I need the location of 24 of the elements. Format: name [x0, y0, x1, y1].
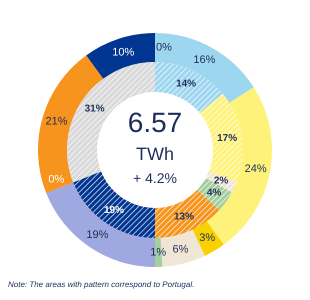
- data-label: 4%: [206, 187, 222, 198]
- data-label: 31%: [84, 103, 105, 114]
- text: 0%: [156, 42, 172, 54]
- text: TWh: [136, 144, 174, 164]
- text: Note: The areas with pattern correspond to Portugal.: [8, 280, 194, 289]
- data-label: 3%: [199, 232, 216, 244]
- donut-slice: [200, 94, 243, 182]
- donut-slice: [86, 33, 155, 79]
- text: 6.57: [128, 107, 182, 138]
- data-label: 19%: [86, 228, 109, 241]
- text: 0%: [48, 173, 64, 186]
- data-label: 1%: [150, 246, 166, 258]
- data-label: 17%: [217, 133, 238, 144]
- donut-slice: [155, 62, 223, 114]
- donut-slice: [38, 55, 104, 194]
- data-label: 6%: [172, 243, 189, 256]
- data-label: 24%: [244, 163, 267, 176]
- data-label: 10%: [112, 46, 135, 59]
- data-label: 14%: [176, 78, 196, 90]
- data-label: 16%: [193, 54, 216, 66]
- text: + 4.2%: [133, 170, 177, 186]
- data-label: 2%: [214, 176, 228, 187]
- donut-slice: [155, 33, 254, 103]
- data-label: 21%: [46, 115, 68, 128]
